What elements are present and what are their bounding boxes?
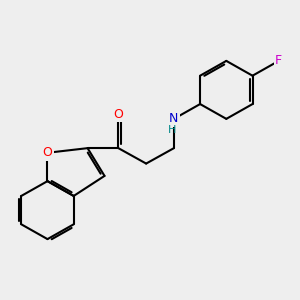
Text: O: O bbox=[113, 108, 123, 121]
Text: O: O bbox=[43, 146, 52, 159]
Text: N: N bbox=[169, 112, 178, 125]
Text: F: F bbox=[275, 54, 282, 68]
Text: H: H bbox=[168, 125, 176, 135]
